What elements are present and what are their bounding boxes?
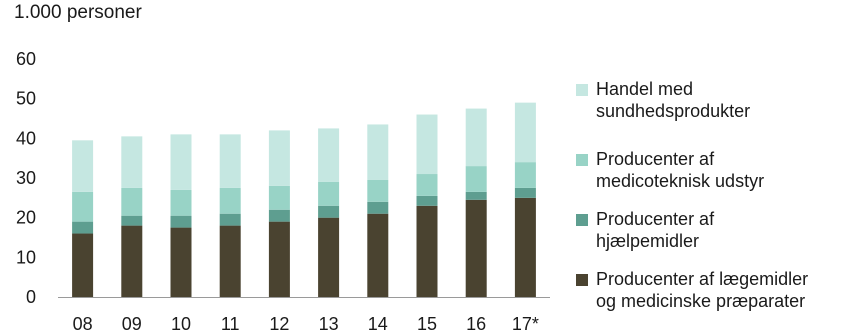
x-tick-label: 11 bbox=[221, 314, 240, 334]
bar-segment-handel bbox=[121, 136, 143, 188]
x-tick-label: 09 bbox=[122, 314, 142, 334]
bar-segment-handel bbox=[268, 130, 290, 186]
bar-segment-handel bbox=[219, 134, 241, 188]
legend-item-medicoteknisk: Producenter af medicoteknisk udstyr bbox=[572, 148, 857, 208]
y-tick-label: 0 bbox=[26, 287, 36, 307]
bar-segment-laegemidler bbox=[367, 213, 389, 297]
legend-item-laegemidler: Producenter af lægemidler og medicinske … bbox=[572, 268, 857, 316]
bar-segment-hjaelpemidler bbox=[268, 209, 290, 222]
bar-segment-hjaelpemidler bbox=[514, 187, 536, 198]
bar-segment-medicoteknisk bbox=[121, 187, 143, 216]
legend-swatch-laegemidler bbox=[576, 274, 588, 286]
bar-segment-medicoteknisk bbox=[219, 187, 241, 214]
chart-legend: Handel med sundhedsprodukter Producenter… bbox=[572, 78, 857, 316]
legend-swatch-hjaelpemidler bbox=[576, 214, 588, 226]
legend-label-handel-line2: sundhedsprodukter bbox=[596, 101, 751, 121]
bar-segment-laegemidler bbox=[268, 221, 290, 297]
bar-segment-handel bbox=[318, 128, 340, 182]
bar-segment-hjaelpemidler bbox=[465, 191, 487, 200]
bar-segment-medicoteknisk bbox=[465, 166, 487, 192]
y-tick-label: 50 bbox=[16, 89, 36, 109]
bar-segment-handel bbox=[465, 108, 487, 167]
bar-segment-handel bbox=[72, 140, 94, 192]
x-tick-label: 13 bbox=[319, 314, 339, 334]
bar-segment-medicoteknisk bbox=[318, 181, 340, 206]
bar-segment-laegemidler bbox=[514, 197, 536, 297]
legend-label-medicoteknisk-line1: Producenter af bbox=[596, 149, 715, 169]
legend-label-medicoteknisk-line2: medicoteknisk udstyr bbox=[596, 171, 765, 191]
legend-item-hjaelpemidler: Producenter af hjælpemidler bbox=[572, 208, 857, 268]
bar-segment-laegemidler bbox=[72, 233, 94, 297]
bar-segment-medicoteknisk bbox=[514, 162, 536, 188]
x-tick-label: 08 bbox=[73, 314, 93, 334]
legend-swatch-medicoteknisk bbox=[576, 154, 588, 166]
bar-segment-handel bbox=[367, 124, 389, 180]
y-tick-label: 30 bbox=[16, 168, 36, 188]
legend-label-handel-line1: Handel med bbox=[596, 79, 694, 99]
y-tick-label: 60 bbox=[16, 49, 36, 69]
bar-segment-handel bbox=[170, 134, 192, 190]
stacked-bar-chart: 0 10 20 30 40 50 60 08 09 10 11 12 13 14 15 16 17* bbox=[16, 49, 550, 334]
x-tick-label: 15 bbox=[417, 314, 437, 334]
bar-segment-laegemidler bbox=[170, 227, 192, 297]
bar-segment-laegemidler bbox=[219, 225, 241, 297]
x-tick-label: 12 bbox=[269, 314, 289, 334]
bar-segment-hjaelpemidler bbox=[72, 221, 94, 234]
y-axis-unit-label: 1.000 personer bbox=[14, 2, 142, 23]
x-tick-label: 17* bbox=[512, 314, 539, 334]
bar-segment-medicoteknisk bbox=[367, 179, 389, 202]
legend-swatch-handel bbox=[576, 84, 588, 96]
bar-segment-medicoteknisk bbox=[268, 185, 290, 210]
x-tick-label: 10 bbox=[171, 314, 191, 334]
y-tick-label: 20 bbox=[16, 208, 36, 228]
bar-segment-handel bbox=[514, 102, 536, 163]
bar-segment-laegemidler bbox=[465, 199, 487, 297]
bar-segment-hjaelpemidler bbox=[318, 205, 340, 218]
bar-segment-laegemidler bbox=[318, 217, 340, 297]
bar-segment-hjaelpemidler bbox=[416, 195, 438, 206]
bar-segment-laegemidler bbox=[121, 225, 143, 297]
bar-segment-laegemidler bbox=[416, 205, 438, 297]
y-tick-label: 40 bbox=[16, 128, 36, 148]
bar-segment-handel bbox=[416, 114, 438, 175]
legend-label-laegemidler-line1: Producenter af lægemidler bbox=[596, 269, 809, 289]
bar-segment-medicoteknisk bbox=[416, 174, 438, 196]
legend-label-hjaelpemidler-line1: Producenter af bbox=[596, 209, 715, 229]
x-tick-label: 16 bbox=[466, 314, 486, 334]
bar-segment-hjaelpemidler bbox=[121, 215, 143, 226]
y-tick-label: 10 bbox=[16, 247, 36, 267]
bar-segment-medicoteknisk bbox=[72, 191, 94, 222]
legend-label-hjaelpemidler-line2: hjælpemidler bbox=[596, 231, 700, 251]
bar-segment-hjaelpemidler bbox=[219, 213, 241, 226]
bar-segment-medicoteknisk bbox=[170, 189, 192, 216]
bar-segment-hjaelpemidler bbox=[170, 215, 192, 228]
x-tick-label: 14 bbox=[368, 314, 388, 334]
legend-label-laegemidler-line2: og medicinske præparater bbox=[596, 291, 806, 311]
bar-segment-hjaelpemidler bbox=[367, 201, 389, 214]
legend-item-handel: Handel med sundhedsprodukter bbox=[572, 78, 857, 148]
